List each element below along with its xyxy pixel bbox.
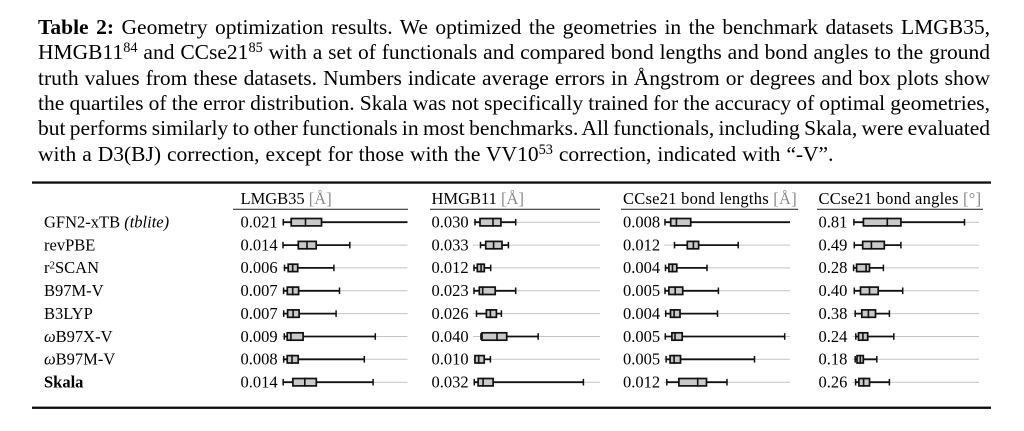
svg-text:0.010: 0.010 [432,350,469,369]
svg-text:0.008: 0.008 [241,350,278,369]
svg-text:0.004: 0.004 [623,258,660,277]
svg-text:0.026: 0.026 [432,304,469,323]
svg-text:CCse21 bond lengths [Å]: CCse21 bond lengths [Å] [623,189,797,208]
svg-text:0.007: 0.007 [241,304,278,323]
svg-text:0.007: 0.007 [241,281,278,300]
svg-text:0.81: 0.81 [819,213,848,232]
svg-text:0.014: 0.014 [241,235,278,254]
svg-text:0.040: 0.040 [432,327,469,346]
svg-text:0.012: 0.012 [432,258,469,277]
svg-text:0.006: 0.006 [241,258,278,277]
svg-text:B3LYP: B3LYP [44,304,93,323]
svg-text:0.032: 0.032 [432,373,469,392]
svg-text:Skala: Skala [44,373,83,392]
svg-text:0.18: 0.18 [819,350,848,369]
svg-text:0.021: 0.021 [241,213,278,232]
svg-text:CCse21 bond angles [°]: CCse21 bond angles [°] [819,189,982,208]
svg-text:0.005: 0.005 [623,327,660,346]
svg-text:ωB97M-V: ωB97M-V [44,350,115,369]
svg-text:revPBE: revPBE [44,235,95,254]
svg-text:0.005: 0.005 [623,281,660,300]
svg-text:0.26: 0.26 [819,373,848,392]
svg-text:0.005: 0.005 [623,350,660,369]
svg-text:B97M-V: B97M-V [44,281,104,300]
svg-text:0.014: 0.014 [241,373,278,392]
svg-text:0.009: 0.009 [241,327,278,346]
svg-text:r2SCAN: r2SCAN [44,258,99,277]
svg-text:LMGB35 [Å]: LMGB35 [Å] [241,189,332,208]
svg-text:GFN2-xTB (tblite): GFN2-xTB (tblite) [44,213,169,232]
svg-text:0.38: 0.38 [819,304,848,323]
svg-text:0.023: 0.023 [432,281,469,300]
svg-text:0.40: 0.40 [819,281,848,300]
svg-text:0.030: 0.030 [432,213,469,232]
svg-text:0.012: 0.012 [623,235,660,254]
svg-text:0.033: 0.033 [432,235,469,254]
svg-text:0.008: 0.008 [623,213,660,232]
svg-text:HMGB11 [Å]: HMGB11 [Å] [432,189,524,208]
svg-text:0.012: 0.012 [623,373,660,392]
svg-text:0.49: 0.49 [819,235,848,254]
svg-text:0.004: 0.004 [623,304,660,323]
svg-text:0.28: 0.28 [819,258,848,277]
svg-text:ωB97X-V: ωB97X-V [44,327,113,346]
svg-text:0.24: 0.24 [819,327,848,346]
